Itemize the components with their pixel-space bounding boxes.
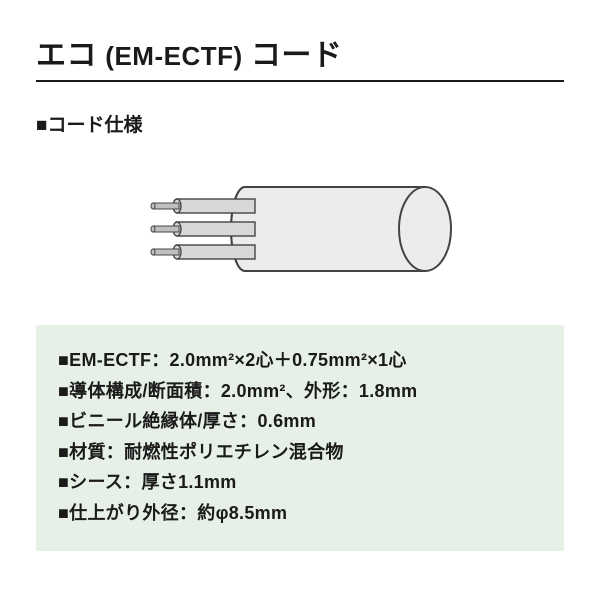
title-suffix: コード <box>251 39 343 72</box>
spec-line: ■材質：耐燃性ポリエチレン混合物 <box>58 437 542 468</box>
spec-line: ■仕上がり外径：約φ8.5mm <box>58 498 542 529</box>
title-paren: (EM-ECTF) <box>105 41 242 71</box>
cable-diagram <box>125 159 475 299</box>
spec-box: ■EM-ECTF：2.0mm²×2心＋0.75mm²×1心 ■導体構成/断面積：… <box>36 325 564 551</box>
spec-line: ■ビニール絶縁体/厚さ：0.6mm <box>58 406 542 437</box>
page-title: エコ (EM-ECTF) コード <box>36 30 564 82</box>
spec-line: ■EM-ECTF：2.0mm²×2心＋0.75mm²×1心 <box>58 345 542 376</box>
spec-line: ■シース：厚さ1.1mm <box>58 467 542 498</box>
spec-line: ■導体構成/断面積：2.0mm²、外形：1.8mm <box>58 376 542 407</box>
section-label-cord-spec: ■コード仕様 <box>36 110 564 137</box>
title-prefix: エコ <box>36 39 97 72</box>
